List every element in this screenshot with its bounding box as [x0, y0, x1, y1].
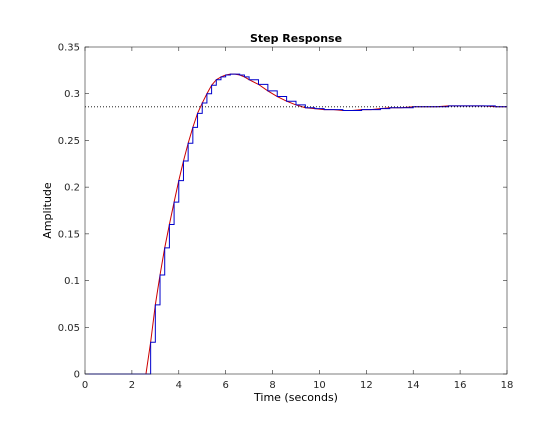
y-tick-label: 0 — [74, 370, 80, 381]
x-tick-label: 12 — [360, 380, 373, 391]
chart-title: Step Response — [250, 32, 342, 45]
x-tick-label: 0 — [82, 380, 88, 391]
x-axis-label: Time (seconds) — [253, 391, 338, 404]
y-tick-label: 0.15 — [58, 229, 80, 240]
x-tick-label: 6 — [222, 380, 228, 391]
x-tick-label: 8 — [269, 380, 275, 391]
y-tick-label: 0.3 — [64, 89, 80, 100]
x-tick-label: 2 — [129, 380, 135, 391]
y-axis-label: Amplitude — [41, 182, 54, 239]
axes-frame — [84, 46, 508, 375]
discrete-step-series-line — [85, 73, 507, 375]
x-tick-label: 16 — [454, 380, 467, 391]
y-tick-label: 0.1 — [64, 276, 80, 287]
y-tick-label: 0.05 — [58, 323, 80, 334]
x-tick-label: 14 — [407, 380, 420, 391]
x-tick-label: 10 — [313, 380, 326, 391]
tick-layer: 0 2 4 6 8 10 12 14 16 18 0 0.05 0.1 0.15 0.2 0.25 0.3 0.3… — [58, 43, 514, 392]
y-tick-label: 0.25 — [58, 136, 80, 147]
plot-area — [85, 47, 507, 374]
x-tick-label: 4 — [176, 380, 182, 391]
y-tick-label: 0.35 — [58, 43, 80, 54]
series-layer — [85, 73, 507, 375]
x-tick-label: 18 — [501, 380, 514, 391]
y-tick-label: 0.2 — [64, 183, 80, 194]
